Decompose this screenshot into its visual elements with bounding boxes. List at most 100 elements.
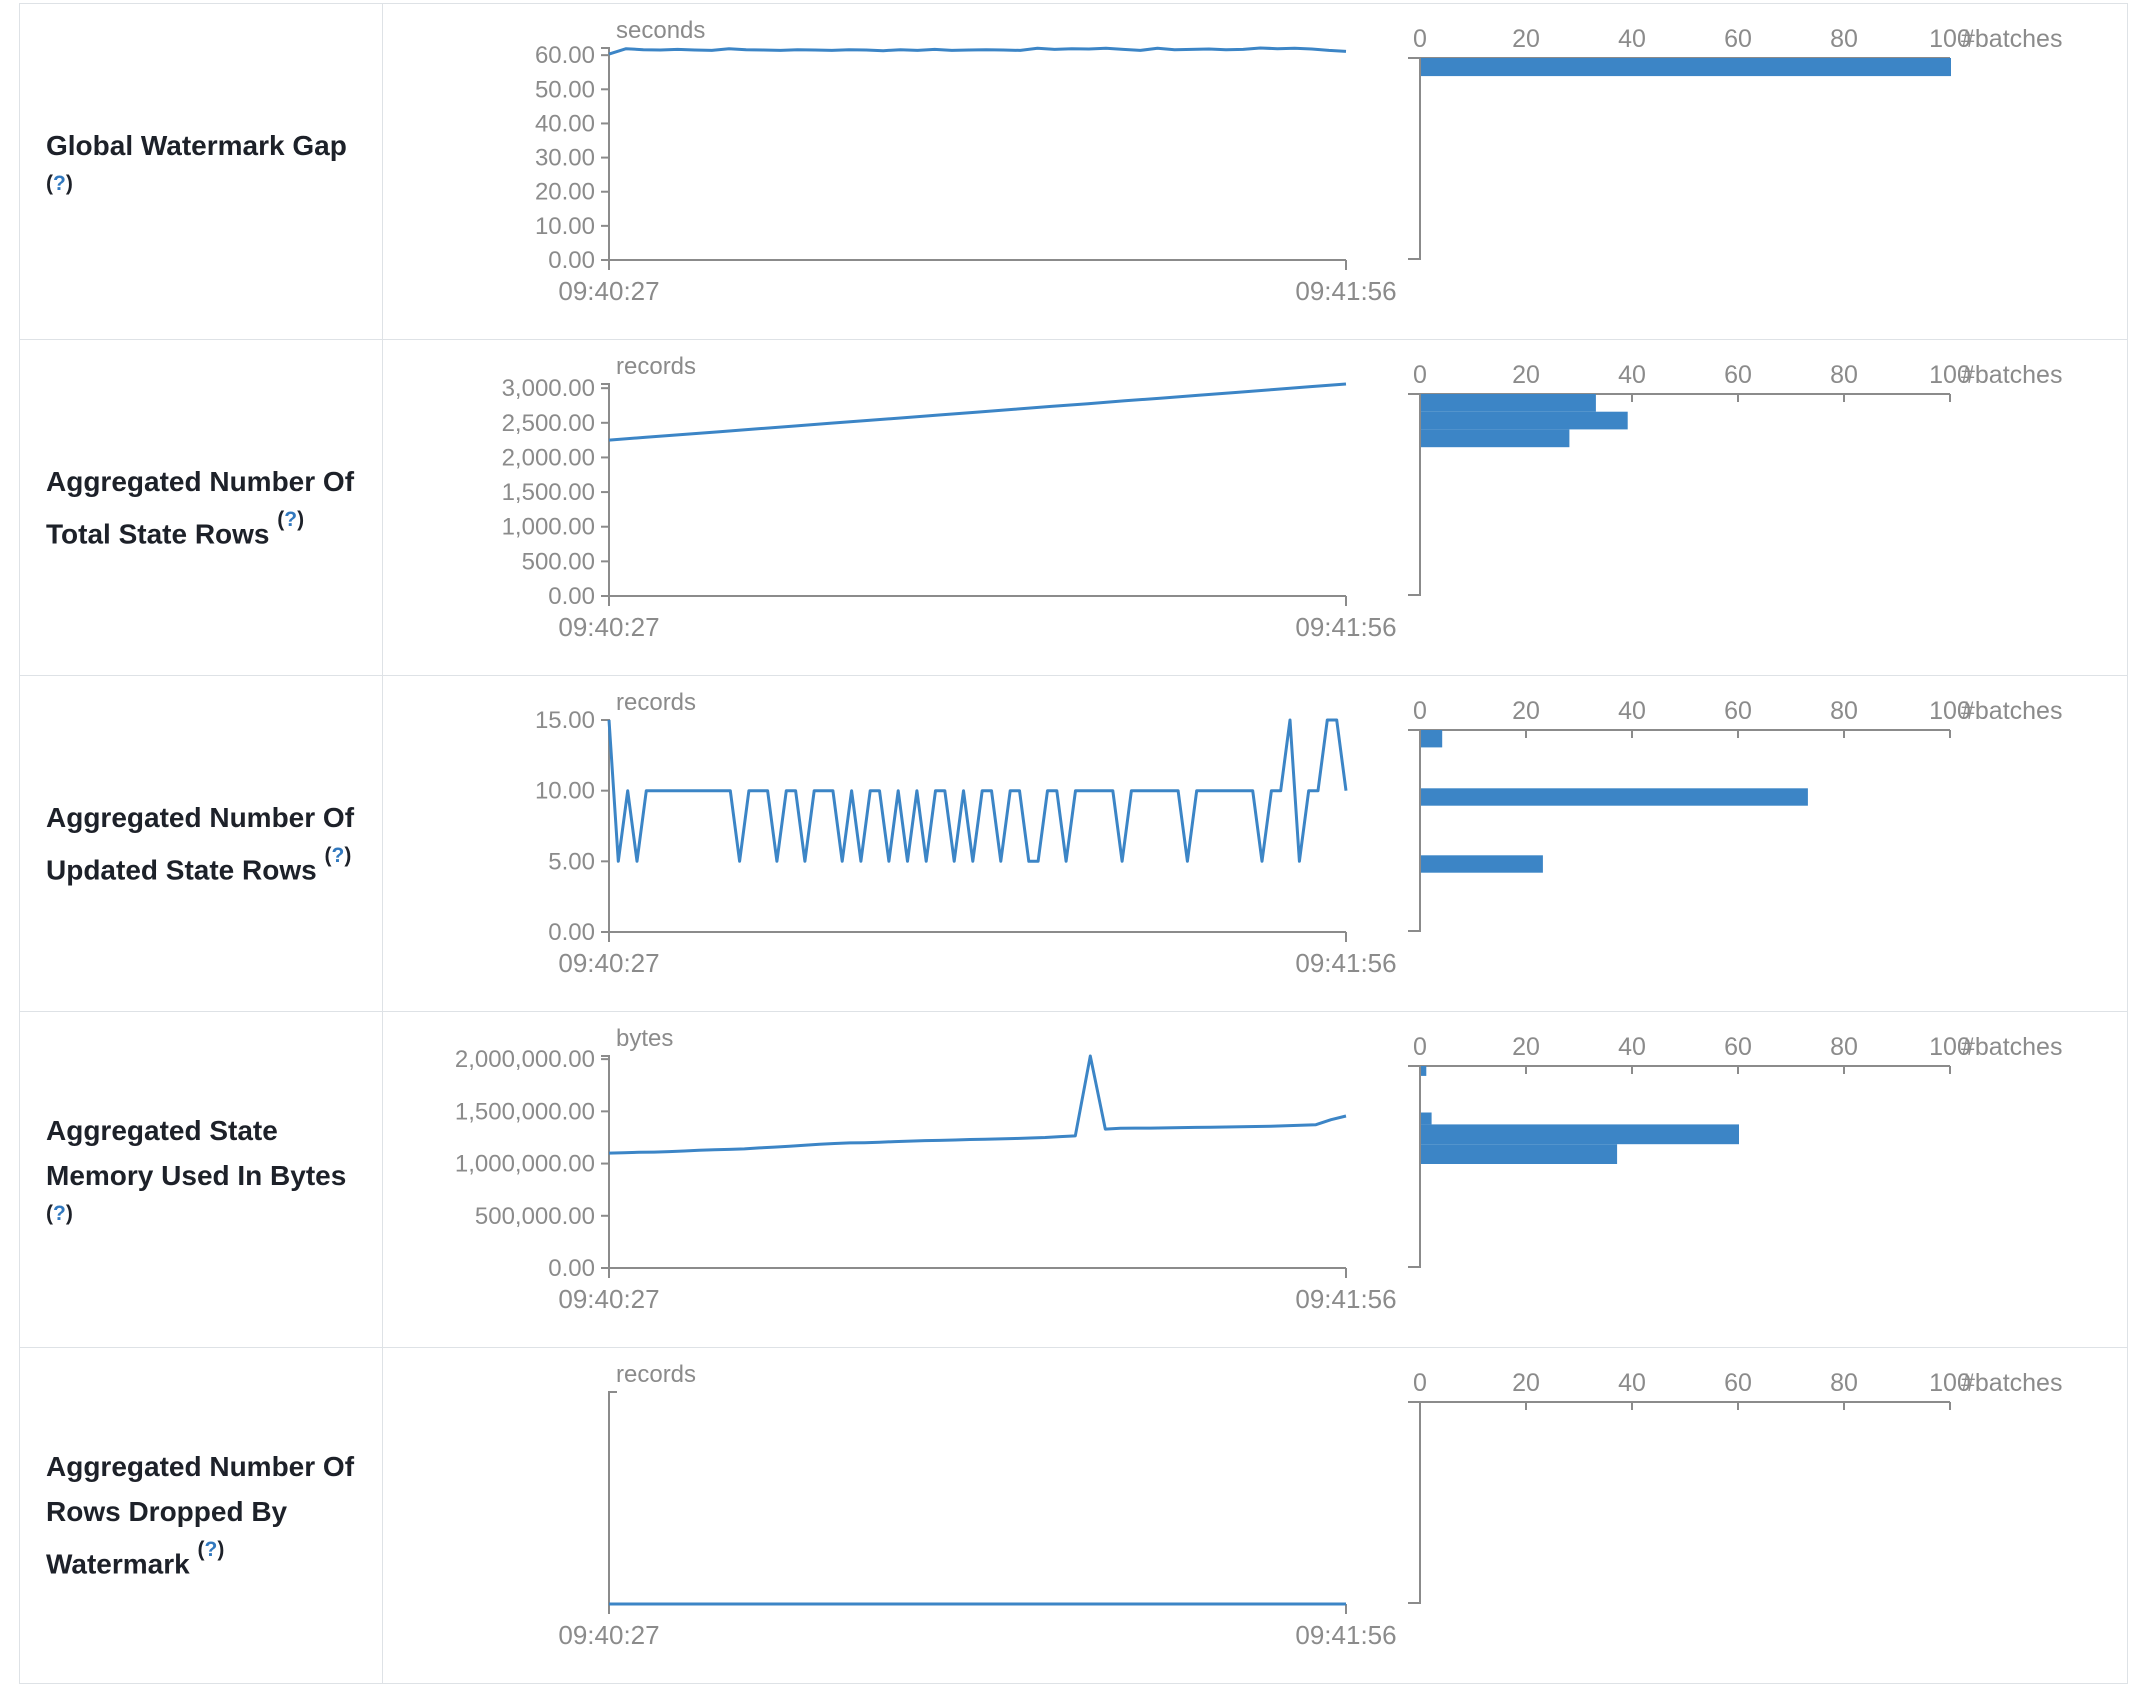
y-tick-label: 3,000.00	[502, 375, 595, 402]
histogram-bar	[1421, 1112, 1432, 1125]
metric-row: Global Watermark Gap (?) seconds 60.00 50.0…	[20, 4, 2127, 340]
help-question-icon[interactable]: ?	[331, 843, 345, 867]
metric-name: Aggregated State Memory Used In Bytes	[46, 1115, 347, 1192]
histogram-tick-label: 40	[1618, 1033, 1646, 1061]
help-paren-open: (	[46, 171, 53, 195]
y-tick-label: 60.00	[535, 42, 595, 69]
metric-row: Aggregated Number Of Updated State Rows …	[20, 676, 2127, 1012]
metric-name: Aggregated Number Of Rows Dropped By Wat…	[46, 1451, 355, 1580]
help-tooltip-link[interactable]: (?)	[46, 172, 73, 195]
metric-label-cell: Aggregated Number Of Total State Rows (?…	[20, 340, 383, 675]
metric-label-cell: Global Watermark Gap (?)	[20, 4, 383, 339]
y-tick-label: 2,000,000.00	[455, 1046, 595, 1073]
help-tooltip-link[interactable]: (?)	[324, 844, 351, 867]
timeline-y-axis	[601, 719, 610, 933]
x-start-time-label: 09:40:27	[558, 1284, 659, 1314]
metric-label-cell: Aggregated State Memory Used In Bytes (?…	[20, 1012, 383, 1347]
histogram-tick-label: 100	[1929, 697, 1971, 725]
y-tick-label: 2,500.00	[502, 410, 595, 437]
histogram-bar	[1421, 58, 1951, 77]
help-paren-close: )	[344, 843, 352, 867]
y-tick-label: 0.00	[548, 247, 595, 274]
x-end-time-label: 09:41:56	[1295, 276, 1396, 306]
histogram-tick-label: 60	[1724, 1033, 1752, 1061]
timeline-series-line	[608, 382, 1347, 442]
timeline-series-line	[608, 1054, 1347, 1155]
x-start-time-label: 09:40:27	[558, 276, 659, 306]
histogram-bar	[1421, 394, 1596, 412]
histogram-tick-label: 60	[1724, 1369, 1752, 1397]
x-start-time-label: 09:40:27	[558, 612, 659, 642]
batches-axis-label: #batches	[1961, 1369, 2062, 1397]
histogram-tick-label: 100	[1929, 1369, 1971, 1397]
timeline-y-axis	[601, 383, 610, 597]
y-tick-label: 1,000,000.00	[455, 1151, 595, 1178]
x-end-time-label: 09:41:56	[1295, 948, 1396, 978]
y-tick-label: 0.00	[548, 1255, 595, 1282]
histogram-tick-label: 100	[1929, 1033, 1971, 1061]
metric-label-cell: Aggregated Number Of Updated State Rows …	[20, 676, 383, 1011]
streaming-statistics-table: Global Watermark Gap (?) seconds 60.00 50.0…	[19, 3, 2128, 1684]
timeline-unit-label: seconds	[616, 17, 705, 44]
x-end-time-label: 09:41:56	[1295, 1620, 1396, 1650]
histogram-tick-label: 20	[1512, 361, 1540, 389]
histogram-y-axis	[1408, 1401, 1421, 1604]
metric-name: Aggregated Number Of Total State Rows	[46, 465, 355, 550]
y-tick-label: 10.00	[535, 213, 595, 240]
timeline-y-axis	[608, 1391, 617, 1605]
row-charts-svg: bytes 2,000,000.00 1,500,000.00 1,000,000.0…	[455, 1025, 2063, 1314]
metric-row: Aggregated Number Of Total State Rows (?…	[20, 340, 2127, 676]
timeline-unit-label: bytes	[616, 1025, 673, 1052]
help-question-icon[interactable]: ?	[284, 507, 298, 531]
metric-label: Aggregated State Memory Used In Bytes (?…	[46, 1108, 356, 1250]
help-tooltip-link[interactable]: (?)	[197, 1538, 224, 1561]
help-question-icon[interactable]: ?	[53, 1202, 66, 1226]
timeline-y-axis	[601, 47, 610, 261]
help-paren-close: )	[297, 507, 305, 531]
metric-label: Aggregated Number Of Rows Dropped By Wat…	[46, 1444, 356, 1586]
help-paren-close: )	[217, 1538, 225, 1562]
histogram-y-axis	[1408, 1065, 1421, 1268]
batches-axis-label: #batches	[1961, 1033, 2062, 1061]
y-tick-label: 10.00	[535, 778, 595, 805]
row-charts-svg: seconds 60.00 50.00 40.00 30.00 20.00 10.00 0.0…	[535, 17, 2063, 306]
batches-axis-label: #batches	[1961, 697, 2062, 725]
help-question-icon[interactable]: ?	[204, 1538, 218, 1562]
histogram-tick-label: 60	[1724, 25, 1752, 53]
histogram-tick-label: 0	[1413, 1033, 1427, 1061]
help-tooltip-link[interactable]: (?)	[46, 1202, 73, 1225]
metric-row: Aggregated Number Of Rows Dropped By Wat…	[20, 1348, 2127, 1684]
histogram-tick-label: 60	[1724, 697, 1752, 725]
histogram-tick-label: 20	[1512, 697, 1540, 725]
x-start-time-label: 09:40:27	[558, 1620, 659, 1650]
timeline-unit-label: records	[616, 689, 696, 716]
y-tick-label: 20.00	[535, 179, 595, 206]
y-tick-label: 500.00	[522, 548, 595, 575]
charts-cell: records 15.00 10.00 5.00 0.00 09:40:27 09:41:5…	[383, 676, 2127, 1011]
help-paren-open: (	[46, 1202, 53, 1226]
metric-label: Aggregated Number Of Updated State Rows …	[46, 795, 356, 892]
histogram-bar	[1421, 788, 1808, 806]
histogram-bar	[1421, 855, 1543, 873]
batches-axis-label: #batches	[1961, 361, 2062, 389]
metric-row: Aggregated State Memory Used In Bytes (?…	[20, 1012, 2127, 1348]
histogram-tick-label: 20	[1512, 25, 1540, 53]
y-tick-label: 1,000.00	[502, 514, 595, 541]
histogram-bar	[1421, 730, 1443, 748]
y-tick-label: 1,500,000.00	[455, 1098, 595, 1125]
help-tooltip-link[interactable]: (?)	[277, 508, 304, 531]
timeline-series-line	[607, 718, 1348, 863]
histogram-tick-label: 80	[1830, 25, 1858, 53]
y-tick-label: 0.00	[548, 919, 595, 946]
row-charts-svg: records 09:40:27 09:41:56 0 20 40 60 80 100#batc…	[558, 1361, 2062, 1650]
metric-label-cell: Aggregated Number Of Rows Dropped By Wat…	[20, 1348, 383, 1683]
help-question-icon[interactable]: ?	[53, 171, 66, 195]
help-paren-close: )	[65, 1202, 73, 1226]
histogram-tick-label: 20	[1512, 1033, 1540, 1061]
histogram-tick-label: 100	[1929, 361, 1971, 389]
timeline-unit-label: records	[616, 353, 696, 380]
metric-label: Aggregated Number Of Total State Rows (?…	[46, 459, 356, 556]
y-tick-label: 0.00	[548, 583, 595, 610]
histogram-bar	[1421, 1066, 1427, 1076]
